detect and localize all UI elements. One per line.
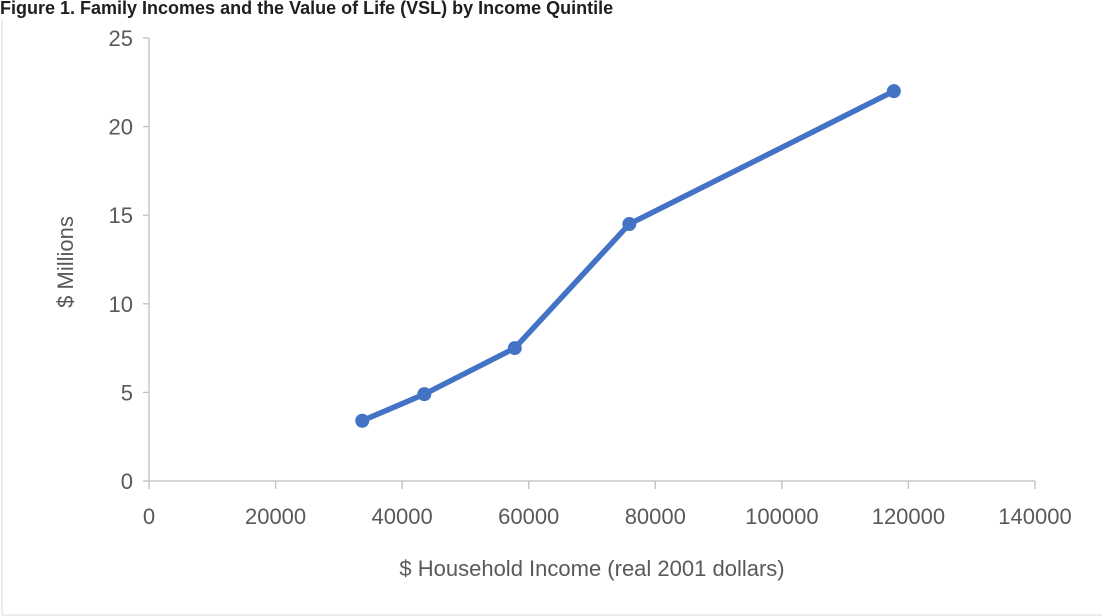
x-tick-label: 80000 — [625, 504, 686, 529]
y-tick-label: 20 — [109, 115, 133, 140]
figure-caption: Figure 1. Family Incomes and the Value o… — [0, 0, 613, 18]
data-point-marker — [355, 413, 370, 428]
x-tick-label: 20000 — [245, 504, 306, 529]
data-point-marker — [622, 217, 637, 232]
x-tick-label: 60000 — [498, 504, 559, 529]
axes — [143, 37, 1036, 489]
data-point-marker — [507, 341, 522, 356]
y-axis-title: $ Millions — [53, 216, 78, 308]
data-point-marker — [886, 84, 901, 99]
x-tick-label: 140000 — [998, 504, 1071, 529]
x-tick-label: 100000 — [745, 504, 818, 529]
y-tick-label: 10 — [109, 292, 133, 317]
data-point-marker — [417, 387, 432, 402]
x-tick-label: 40000 — [372, 504, 433, 529]
y-tick-label: 25 — [109, 26, 133, 51]
x-axis-title: $ Household Income (real 2001 dollars) — [399, 556, 784, 581]
y-tick-label: 5 — [121, 380, 133, 405]
x-tick-label: 0 — [143, 504, 155, 529]
series-line — [359, 88, 897, 424]
y-tick-label: 0 — [121, 469, 133, 494]
tick-labels: 0 5 10 15 20 25 0 20000 40000 60000 80000 100000 120… — [109, 26, 1072, 529]
y-tick-label: 15 — [109, 203, 133, 228]
x-tick-label: 120000 — [872, 504, 945, 529]
series — [355, 84, 901, 428]
